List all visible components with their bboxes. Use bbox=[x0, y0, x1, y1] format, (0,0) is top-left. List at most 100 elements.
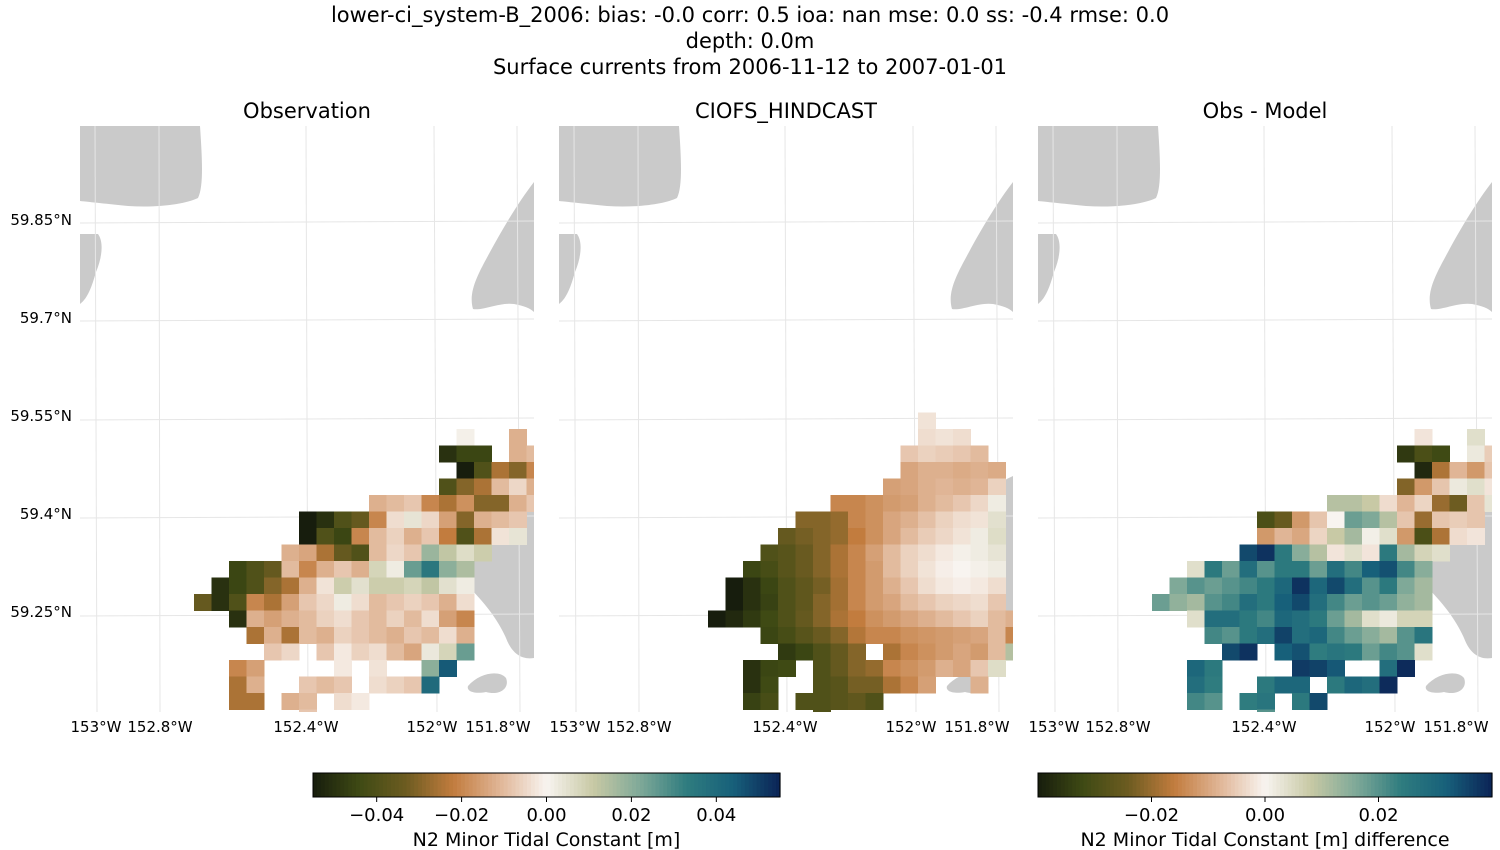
colorbar-segment bbox=[674, 773, 680, 797]
colorbar-segment bbox=[1446, 773, 1451, 797]
data-cell bbox=[883, 577, 901, 595]
x-tick-label: 153°W bbox=[71, 718, 122, 736]
data-cell bbox=[1204, 577, 1223, 595]
colorbar-segment bbox=[659, 773, 664, 797]
data-cell bbox=[1432, 511, 1450, 529]
colorbar-segment bbox=[698, 773, 703, 797]
colorbar-segment bbox=[472, 773, 478, 797]
colorbar-segment bbox=[1159, 773, 1164, 797]
data-cell bbox=[1292, 643, 1310, 661]
colorbar-segment bbox=[1143, 773, 1149, 797]
colorbar-tick-label: 0.02 bbox=[611, 805, 651, 826]
data-cell bbox=[1005, 627, 1013, 644]
data-cell bbox=[386, 577, 405, 595]
colorbar-segment bbox=[1041, 773, 1047, 797]
colorbar-segment bbox=[1083, 773, 1088, 797]
data-cell bbox=[935, 561, 954, 578]
data-cell bbox=[883, 495, 901, 512]
data-cell bbox=[813, 528, 831, 545]
data-cell bbox=[404, 544, 422, 562]
colorbar-segment bbox=[1208, 773, 1213, 797]
data-cell bbox=[211, 577, 230, 595]
colorbar-segment bbox=[1238, 773, 1243, 797]
data-cell bbox=[1449, 478, 1468, 496]
data-cell bbox=[1327, 511, 1345, 529]
data-cell bbox=[1274, 577, 1293, 595]
colorbar-segment bbox=[460, 773, 466, 797]
data-cell bbox=[778, 561, 796, 578]
data-cell bbox=[264, 561, 282, 578]
colorbar-segment bbox=[1344, 773, 1349, 797]
data-cell bbox=[229, 561, 247, 578]
data-cell bbox=[935, 478, 954, 496]
data-cell bbox=[281, 561, 300, 578]
data-cell bbox=[830, 660, 849, 677]
data-cell bbox=[795, 643, 814, 661]
data-cell bbox=[848, 693, 866, 710]
land-shape-1 bbox=[559, 126, 681, 207]
data-cell bbox=[1187, 594, 1205, 611]
colorbar-segment bbox=[507, 773, 513, 797]
data-cell bbox=[369, 643, 387, 661]
colorbar-segment bbox=[542, 773, 548, 797]
data-cell bbox=[1257, 676, 1275, 694]
colorbar-segment bbox=[1265, 773, 1270, 797]
data-cell bbox=[1379, 643, 1398, 661]
colorbar-segment bbox=[678, 773, 684, 797]
data-cell bbox=[404, 561, 422, 578]
x-tick-label: 152.4°W bbox=[273, 718, 338, 736]
data-cell bbox=[1274, 544, 1293, 562]
data-cell bbox=[246, 561, 265, 578]
data-cell bbox=[1239, 561, 1258, 578]
data-cell bbox=[316, 577, 335, 595]
data-cell bbox=[386, 610, 405, 628]
colorbar-label: N2 Minor Tidal Constant [m] difference bbox=[1080, 829, 1449, 850]
data-cell bbox=[1292, 693, 1310, 710]
data-cell bbox=[1449, 528, 1468, 545]
colorbar-segment bbox=[1423, 773, 1429, 797]
data-cell bbox=[474, 528, 492, 545]
colorbar-segment bbox=[316, 773, 322, 797]
colorbar-segment bbox=[1053, 773, 1058, 797]
x-tick-label: 152.8°W bbox=[606, 718, 671, 736]
data-cell bbox=[456, 594, 475, 611]
data-cell bbox=[1327, 561, 1345, 578]
colorbar-segment bbox=[1068, 773, 1073, 797]
data-cell bbox=[848, 577, 866, 595]
colorbar-segment bbox=[1049, 773, 1054, 797]
data-cell bbox=[918, 561, 936, 578]
colorbar-segment bbox=[538, 773, 544, 797]
data-cell bbox=[264, 594, 282, 611]
colorbar-segment bbox=[1420, 773, 1425, 797]
colorbar-segment bbox=[667, 773, 672, 797]
data-cell bbox=[491, 478, 510, 496]
data-cell bbox=[743, 676, 761, 694]
colorbar-segment bbox=[565, 773, 571, 797]
data-cell bbox=[988, 478, 1006, 496]
figure-title-line-1: lower-ci_system-B_2006: bias: -0.0 corr:… bbox=[330, 3, 1170, 27]
colorbar-segment bbox=[1397, 773, 1402, 797]
data-cell bbox=[1187, 676, 1205, 694]
data-cell bbox=[1397, 528, 1415, 545]
data-cell bbox=[1379, 528, 1398, 545]
data-cell bbox=[456, 561, 475, 578]
data-cell bbox=[1292, 511, 1310, 529]
colorbar-segment bbox=[1404, 773, 1410, 797]
data-cell bbox=[1274, 511, 1293, 529]
data-cell bbox=[439, 544, 457, 562]
data-cell bbox=[900, 660, 919, 677]
data-cell bbox=[1362, 610, 1380, 628]
data-cell bbox=[970, 495, 989, 512]
parallel-gridline bbox=[1038, 220, 1492, 224]
data-cell bbox=[369, 511, 387, 529]
data-cell bbox=[1239, 544, 1258, 562]
data-cell bbox=[970, 594, 989, 611]
data-cell bbox=[386, 643, 405, 661]
colorbar-tick-label: 0.00 bbox=[1245, 805, 1285, 826]
colorbar-segment bbox=[1087, 773, 1092, 797]
colorbar-segment bbox=[1200, 773, 1206, 797]
data-cell bbox=[778, 528, 796, 545]
data-cell bbox=[246, 693, 265, 710]
data-cell bbox=[1414, 561, 1433, 578]
colorbar-segment bbox=[589, 773, 594, 797]
